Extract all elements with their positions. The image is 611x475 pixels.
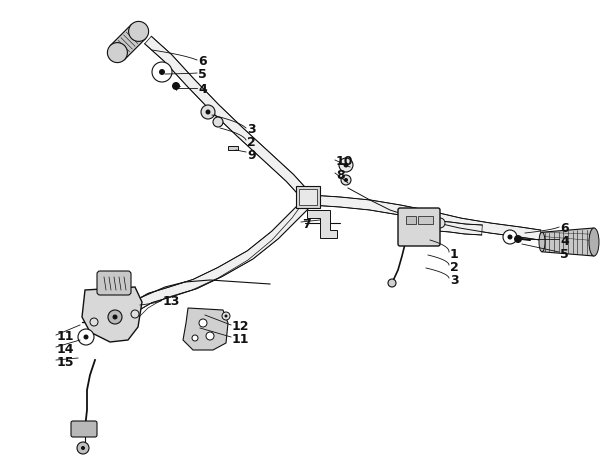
Text: 5: 5 [198,68,207,81]
Circle shape [90,318,98,326]
Text: 4: 4 [560,235,569,248]
Circle shape [435,218,445,228]
Circle shape [205,110,211,114]
Polygon shape [145,36,313,203]
Polygon shape [437,221,482,235]
Text: 11: 11 [57,330,75,343]
Ellipse shape [539,232,545,252]
Circle shape [108,43,127,63]
Circle shape [108,310,122,324]
Text: 6: 6 [198,55,207,68]
Circle shape [344,178,348,182]
Polygon shape [310,195,541,240]
Bar [299,189,317,205]
Polygon shape [542,228,594,256]
Circle shape [201,105,215,119]
Circle shape [159,69,165,75]
Circle shape [206,332,214,340]
Text: 8: 8 [336,169,345,182]
Circle shape [508,235,513,239]
Text: 10: 10 [336,155,354,168]
Text: 7: 7 [302,218,311,231]
Text: 4: 4 [198,83,207,96]
Circle shape [343,162,348,168]
FancyBboxPatch shape [97,271,131,295]
Circle shape [77,442,89,454]
Circle shape [339,158,353,172]
Polygon shape [183,308,228,350]
Circle shape [199,319,207,327]
Text: 11: 11 [232,333,249,346]
Bar [418,216,433,224]
Text: 15: 15 [57,356,75,369]
Circle shape [514,235,522,243]
Circle shape [341,175,351,185]
Bar [406,216,416,224]
Text: 3: 3 [247,123,255,136]
Polygon shape [82,287,142,342]
Text: 9: 9 [247,149,255,162]
Polygon shape [136,197,313,309]
Bar [228,146,238,150]
Circle shape [224,314,227,317]
Circle shape [128,21,148,41]
Circle shape [112,314,117,320]
Circle shape [81,446,85,450]
Circle shape [222,312,230,320]
Circle shape [172,82,180,90]
Text: 2: 2 [247,136,256,149]
Text: 13: 13 [163,295,180,308]
Text: 1: 1 [450,248,459,261]
Circle shape [503,230,517,244]
Text: 12: 12 [232,320,249,333]
Circle shape [213,117,223,127]
FancyBboxPatch shape [398,208,440,246]
Polygon shape [111,24,145,60]
Text: 3: 3 [450,274,459,287]
Circle shape [84,334,89,340]
Circle shape [131,310,139,318]
Text: 5: 5 [560,248,569,261]
Text: 2: 2 [450,261,459,274]
Circle shape [388,279,396,287]
Text: 6: 6 [560,222,569,235]
FancyBboxPatch shape [71,421,97,437]
Circle shape [78,329,94,345]
Polygon shape [307,210,337,238]
Circle shape [192,335,198,341]
Ellipse shape [589,228,599,256]
Bar [296,186,320,208]
Text: 14: 14 [57,343,75,356]
Circle shape [152,62,172,82]
